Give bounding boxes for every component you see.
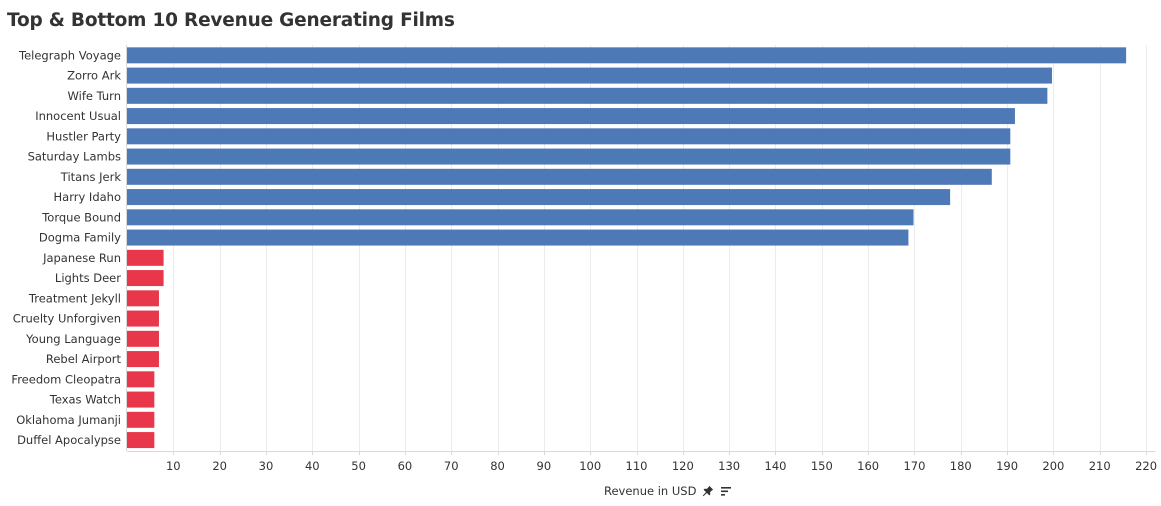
bar <box>127 310 159 327</box>
category-label: Oklahoma Jumanji <box>16 413 121 427</box>
category-label: Cruelty Unforgiven <box>13 312 121 326</box>
x-tick-label: 220 <box>1135 459 1157 473</box>
category-label: Duffel Apocalypse <box>17 433 121 447</box>
x-tick-label: 160 <box>857 459 879 473</box>
x-tick-label: 40 <box>305 459 320 473</box>
category-label: Wife Turn <box>68 89 121 103</box>
x-tick-label: 110 <box>626 459 648 473</box>
category-label: Innocent Usual <box>35 109 121 123</box>
x-tick-label: 150 <box>811 459 833 473</box>
bar <box>127 371 155 388</box>
category-label: Zorro Ark <box>67 69 121 83</box>
grid-lines <box>126 45 1155 455</box>
bar <box>127 330 159 347</box>
bar <box>127 432 155 449</box>
category-label: Freedom Cleopatra <box>11 372 121 386</box>
pin-icon[interactable] <box>702 482 714 501</box>
x-axis-caption: Revenue in USD <box>604 482 732 500</box>
x-tick-label: 20 <box>212 459 227 473</box>
x-tick-label: 170 <box>903 459 925 473</box>
bar <box>127 229 909 246</box>
bar <box>127 411 155 428</box>
bar <box>127 87 1048 104</box>
x-tick-label: 100 <box>579 459 601 473</box>
x-tick-label: 10 <box>166 459 181 473</box>
x-tick-label: 90 <box>537 459 552 473</box>
x-tick-label: 210 <box>1089 459 1111 473</box>
bar <box>127 148 1011 165</box>
category-label: Hustler Party <box>46 129 121 143</box>
bar <box>127 128 1011 145</box>
x-tick-label: 70 <box>444 459 459 473</box>
x-tick-label: 190 <box>996 459 1018 473</box>
bar <box>127 189 951 206</box>
bar <box>127 249 164 266</box>
bar <box>127 67 1053 84</box>
sort-icon[interactable] <box>720 482 732 501</box>
bar <box>127 47 1127 64</box>
bars <box>127 47 1127 449</box>
x-tick-label: 60 <box>398 459 413 473</box>
x-tick-label: 130 <box>718 459 740 473</box>
x-tick-label: 180 <box>950 459 972 473</box>
bar <box>127 351 159 368</box>
bar <box>127 168 992 185</box>
category-label: Lights Deer <box>55 271 121 285</box>
category-label: Harry Idaho <box>54 190 121 204</box>
category-label: Texas Watch <box>49 393 121 407</box>
bar <box>127 290 159 307</box>
x-tick-label: 200 <box>1042 459 1064 473</box>
x-tick-label: 30 <box>259 459 274 473</box>
x-tick-label: 140 <box>765 459 787 473</box>
bar <box>127 108 1015 125</box>
category-label: Saturday Lambs <box>28 150 121 164</box>
x-tick-label: 80 <box>490 459 505 473</box>
x-tick-label: 120 <box>672 459 694 473</box>
bar <box>127 391 155 408</box>
category-label: Dogma Family <box>39 231 121 245</box>
x-tick-labels: 10 20 30 40 50 60 70 80 90 100 110 120 130 140 150 160 1… <box>166 459 1157 473</box>
category-label: Japanese Run <box>42 251 121 265</box>
category-label: Telegraph Voyage <box>18 48 121 62</box>
category-label: Titans Jerk <box>60 170 122 184</box>
category-label: Young Language <box>25 332 121 346</box>
chart-title: Top & Bottom 10 Revenue Generating Films <box>7 10 455 31</box>
x-tick-label: 50 <box>351 459 366 473</box>
category-labels: Telegraph Voyage Zorro Ark Wife Turn Innoce… <box>11 48 121 447</box>
x-axis-label: Revenue in USD <box>604 484 697 498</box>
category-label: Treatment Jekyll <box>28 291 121 305</box>
bar <box>127 270 164 287</box>
category-label: Rebel Airport <box>46 352 122 366</box>
category-label: Torque Bound <box>41 210 121 224</box>
bar <box>127 209 914 226</box>
